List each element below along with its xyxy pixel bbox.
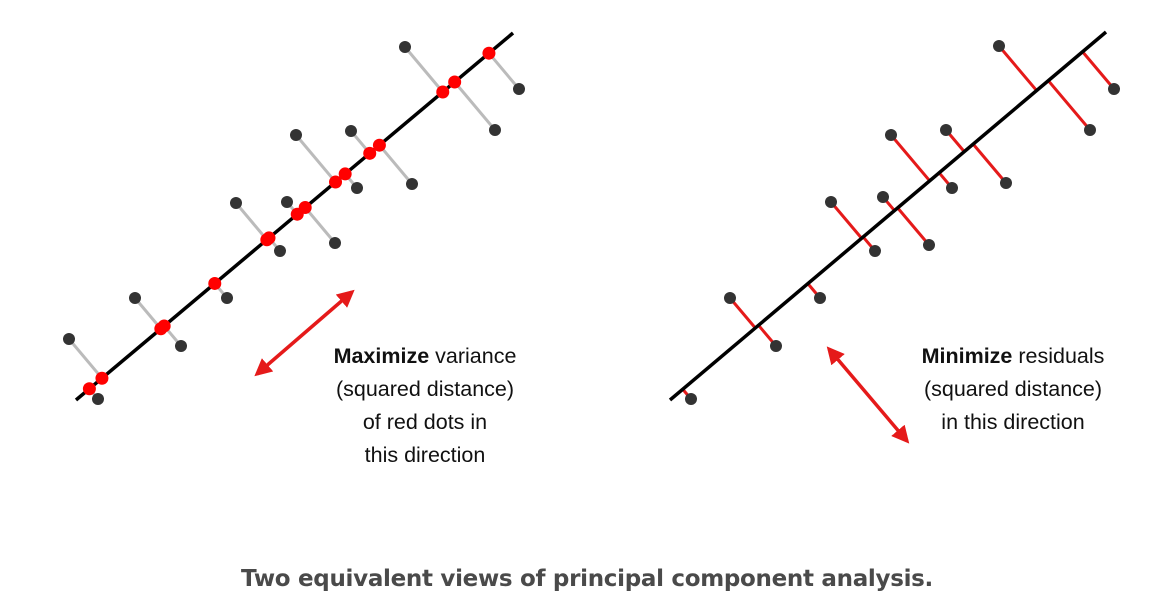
residual-segment — [972, 143, 1008, 184]
maximize-line-2: (squared distance) — [335, 377, 515, 401]
residual-segment — [896, 206, 931, 246]
minimize-residuals-label: Minimize residuals (squared distance) in… — [888, 340, 1138, 439]
projected-point — [208, 276, 222, 290]
projected-point — [298, 201, 312, 215]
data-point — [290, 129, 302, 141]
data-point — [814, 292, 826, 304]
projected-point — [329, 175, 343, 189]
residual-direction-arrow — [826, 346, 910, 444]
projected-point — [363, 146, 377, 160]
projected-point — [95, 371, 109, 385]
data-point — [513, 83, 525, 95]
maximize-emphasis: Maximize — [333, 344, 430, 368]
data-point — [63, 333, 75, 345]
projected-point — [482, 46, 496, 60]
projected-point — [448, 75, 462, 89]
residual-segment — [1047, 79, 1092, 131]
maximize-line-1: Maximize variance — [300, 340, 550, 373]
data-point — [946, 182, 958, 194]
data-point — [940, 124, 952, 136]
data-point — [274, 245, 286, 257]
data-point — [993, 40, 1005, 52]
data-point — [1000, 177, 1012, 189]
projected-point — [338, 167, 352, 181]
data-point — [1084, 124, 1096, 136]
maximize-variance-panel — [63, 31, 525, 405]
data-point — [1108, 83, 1120, 95]
figure-caption: Two equivalent views of principal compon… — [240, 566, 933, 592]
maximize-variance-label: Maximize variance (squared distance) of … — [300, 340, 550, 472]
data-point — [129, 292, 141, 304]
projected-point — [436, 85, 450, 99]
data-point — [885, 129, 897, 141]
principal-component-line — [668, 30, 1108, 402]
data-point — [877, 191, 889, 203]
data-point — [92, 393, 104, 405]
data-point — [175, 340, 187, 352]
projection-connector — [487, 52, 521, 90]
data-point — [825, 196, 837, 208]
data-point — [399, 41, 411, 53]
minimize-line-2: (squared distance) — [923, 377, 1103, 401]
data-point — [724, 292, 736, 304]
maximize-line-1-rest: variance — [429, 344, 517, 368]
minimize-line-3: in this direction — [941, 410, 1085, 434]
data-point — [351, 182, 363, 194]
projected-point — [372, 138, 386, 152]
projection-connector — [304, 206, 337, 244]
projection-connector — [234, 202, 268, 241]
data-point — [221, 292, 233, 304]
data-point — [281, 196, 293, 208]
projection-connector — [378, 144, 414, 185]
projected-point — [82, 382, 96, 396]
residual-segment — [829, 201, 863, 240]
residual-segment — [1081, 50, 1116, 90]
projection-connector — [133, 297, 162, 330]
projection-connector — [403, 46, 444, 93]
residual-segment — [889, 134, 931, 182]
projected-point — [262, 231, 276, 245]
data-point — [923, 239, 935, 251]
residual-segment — [997, 45, 1038, 92]
projection-connector — [67, 338, 104, 380]
data-point — [770, 340, 782, 352]
data-point — [230, 197, 242, 209]
minimize-line-1-rest: residuals — [1012, 344, 1105, 368]
projected-point — [157, 319, 171, 333]
residual-segment — [728, 297, 757, 329]
minimize-emphasis: Minimize — [921, 344, 1013, 368]
projection-connector — [453, 81, 497, 131]
maximize-line-4: this direction — [364, 443, 486, 467]
variance-direction-arrow — [254, 289, 355, 377]
data-point — [406, 178, 418, 190]
maximize-line-3: of red dots in — [362, 410, 488, 434]
minimize-line-1: Minimize residuals — [888, 340, 1138, 373]
data-point — [329, 237, 341, 249]
minimize-residuals-panel — [668, 30, 1120, 444]
data-point — [869, 245, 881, 257]
data-point — [685, 393, 697, 405]
data-point — [345, 125, 357, 137]
data-point — [489, 124, 501, 136]
projection-connector — [294, 134, 337, 184]
